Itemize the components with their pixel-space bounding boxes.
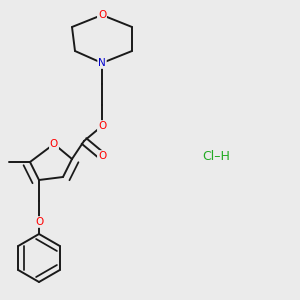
Text: O: O (50, 139, 58, 149)
Text: O: O (98, 121, 106, 131)
Text: O: O (35, 217, 43, 227)
Text: O: O (98, 151, 106, 161)
Text: N: N (98, 58, 106, 68)
Text: Cl–H: Cl–H (202, 149, 230, 163)
Text: O: O (98, 10, 106, 20)
